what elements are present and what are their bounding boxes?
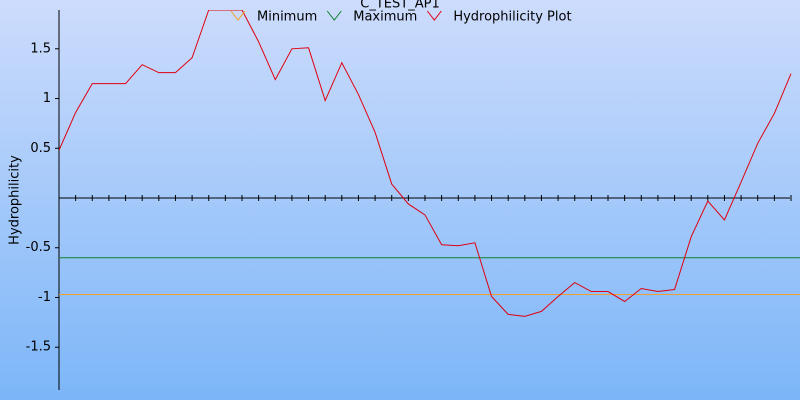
y-tick-label: 1	[43, 91, 51, 106]
legend-label: Maximum	[353, 10, 417, 25]
chart-title: C_TEST_AP1	[360, 0, 439, 12]
y-tick-label: -1	[38, 290, 51, 305]
y-tick-label: 0.5	[30, 141, 51, 156]
y-axis-label: Hydrophilicity	[8, 155, 23, 245]
data-line	[59, 10, 792, 317]
legend-label: Minimum	[257, 10, 317, 25]
legend-icon	[230, 10, 246, 21]
legend-icon	[326, 10, 342, 21]
plot-area	[59, 10, 800, 317]
y-tick-label: 1.5	[30, 41, 51, 56]
y-tick-label: -0.5	[26, 240, 51, 255]
legend-icon	[426, 10, 442, 21]
y-tick-label: -1.5	[26, 340, 51, 355]
legend-label: Hydrophilicity Plot	[453, 10, 571, 25]
